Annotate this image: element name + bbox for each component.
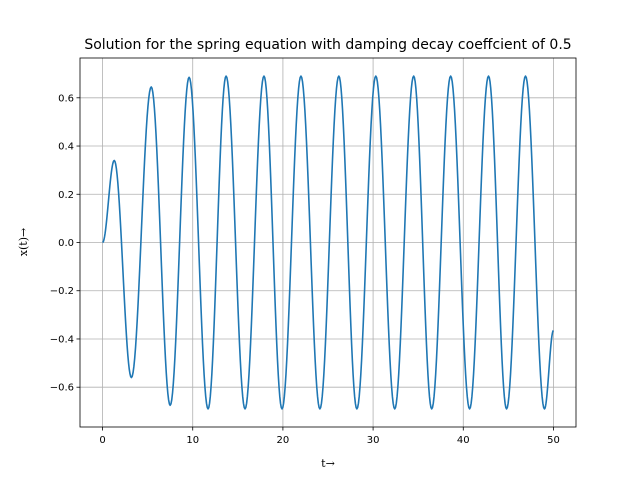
chart-title: Solution for the spring equation with da… <box>84 37 571 53</box>
x-tick-label: 20 <box>277 435 290 446</box>
y-tick-label: −0.2 <box>50 286 74 297</box>
x-tick-label: 0 <box>99 435 105 446</box>
x-axis-label: t→ <box>321 457 335 470</box>
x-tick-label: 50 <box>547 435 560 446</box>
series-lines <box>102 75 554 410</box>
y-tick-label: 0.6 <box>58 93 74 104</box>
x-tick-label: 30 <box>367 435 380 446</box>
y-tick-label: −0.4 <box>50 334 74 345</box>
y-axis-label: x(t)→ <box>17 228 30 256</box>
y-tick-label: 0.0 <box>58 238 74 249</box>
y-tick-label: −0.6 <box>50 383 74 394</box>
grid <box>80 58 576 427</box>
x-tick-label: 10 <box>186 435 199 446</box>
x-axis-ticks: 0 10 20 30 40 50 <box>99 427 560 446</box>
y-tick-label: 0.4 <box>58 142 74 153</box>
series-line <box>102 75 554 410</box>
y-tick-label: 0.2 <box>58 190 74 201</box>
x-tick-label: 40 <box>457 435 470 446</box>
y-axis-ticks: −0.6 −0.4 −0.2 0.0 0.2 0.4 0.6 <box>50 93 80 394</box>
